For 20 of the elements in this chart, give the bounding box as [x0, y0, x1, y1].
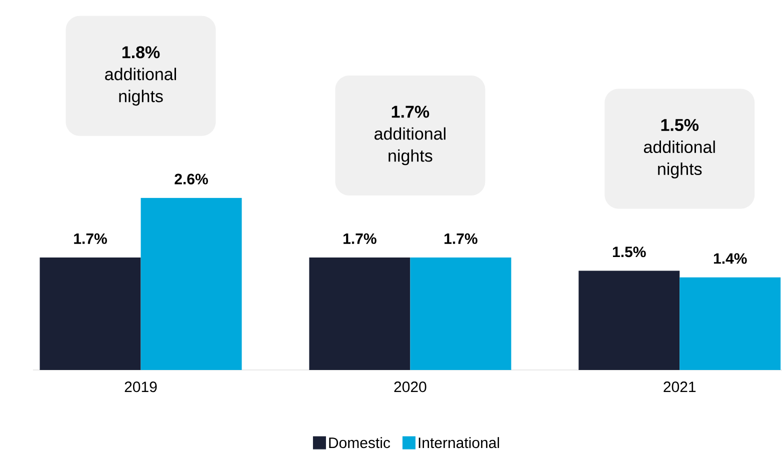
text: 1.8% additional nights — [105, 46, 176, 106]
data-label: 1.7% — [344, 233, 376, 244]
text: 1.7% additional nights — [374, 106, 446, 166]
text: 1.5% additional nights — [644, 119, 715, 178]
x-tick-label: 2020 — [394, 382, 426, 392]
bar — [309, 257, 410, 370]
bar — [40, 257, 141, 370]
bar — [578, 270, 680, 370]
data-label: 1.7% — [444, 233, 478, 244]
data-label: 1.4% — [714, 253, 747, 264]
legend-label: Domestic — [329, 437, 390, 448]
x-tick-label: 2019 — [124, 382, 157, 392]
bar — [140, 198, 242, 370]
x-tick-label: 2021 — [664, 382, 696, 392]
data-label: 1.7% — [74, 233, 107, 244]
bar — [680, 277, 781, 370]
bar — [410, 257, 512, 370]
data-label: 1.5% — [612, 246, 646, 258]
legend-label: International — [418, 437, 500, 448]
data-label: 2.6% — [174, 174, 208, 184]
